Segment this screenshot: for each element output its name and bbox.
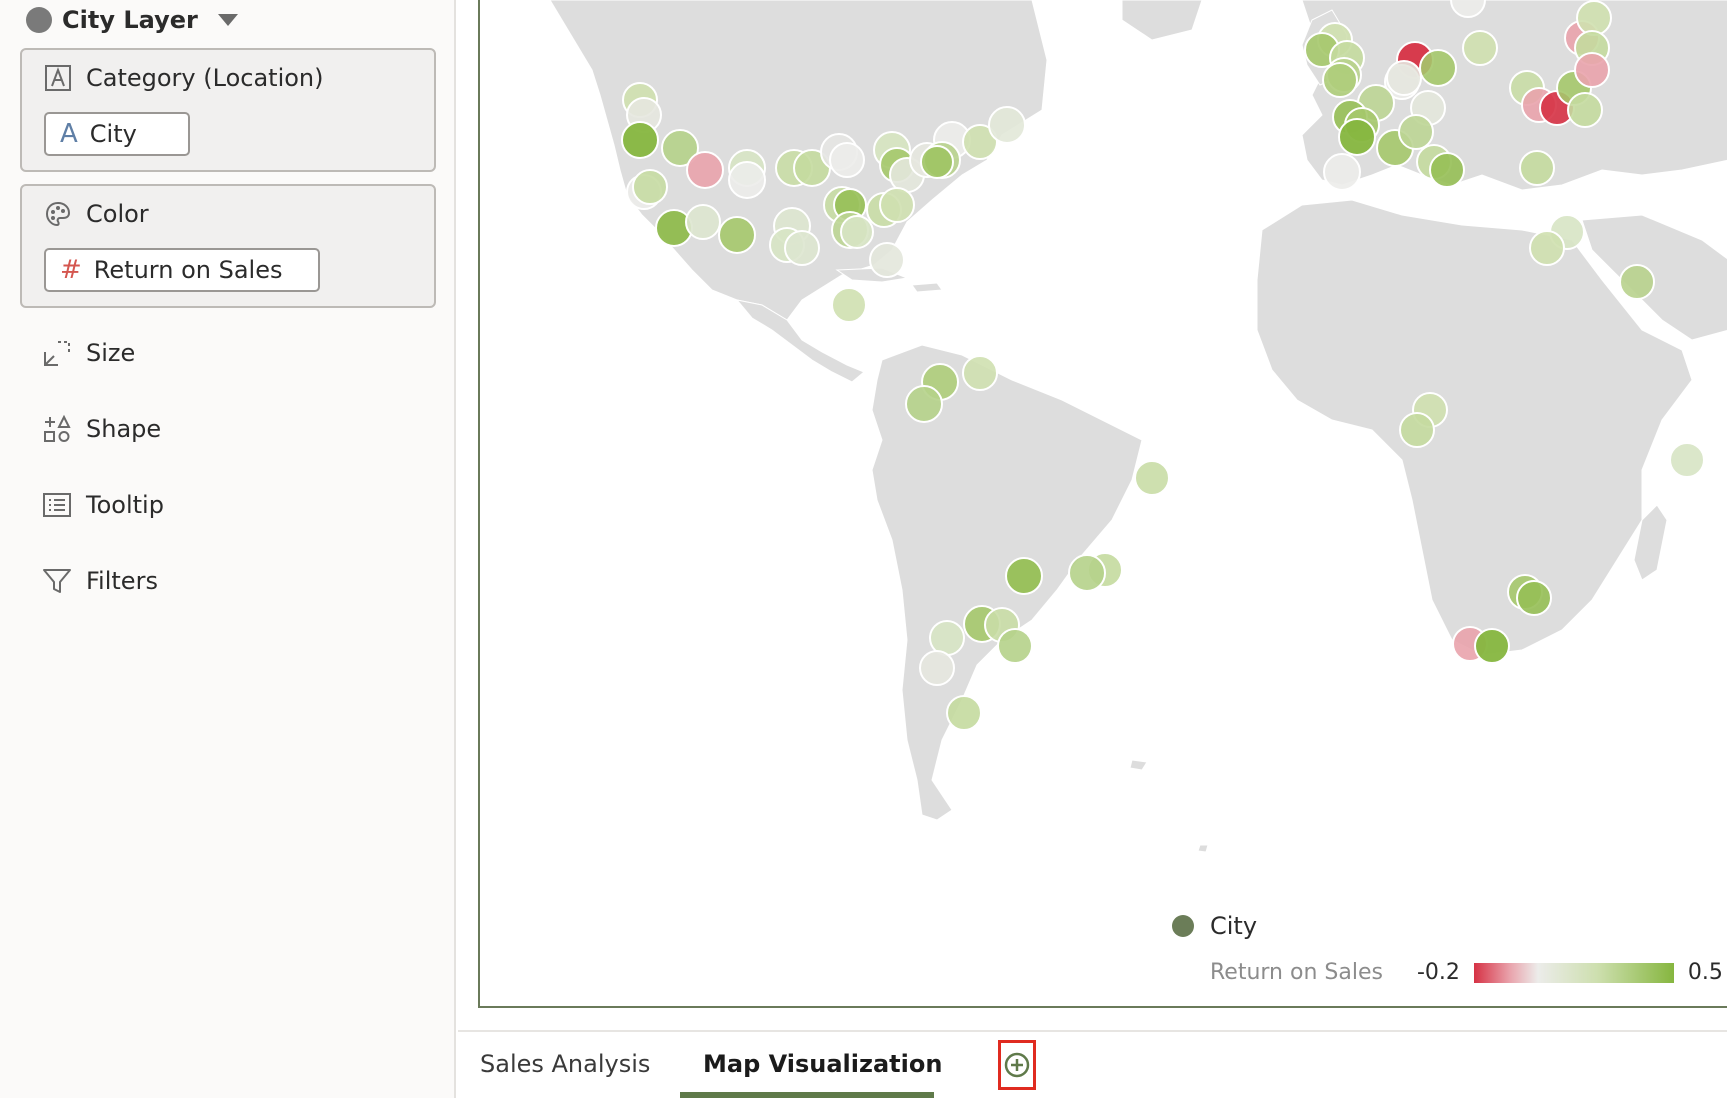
tab-sales-analysis[interactable]: Sales Analysis [480, 1050, 651, 1078]
legend-layer-entry: City [1172, 912, 1257, 940]
city-point [1474, 628, 1510, 664]
size-icon [44, 341, 70, 366]
legend-gradient-bar [1473, 962, 1674, 983]
city-point [869, 242, 905, 278]
city-point [997, 628, 1033, 664]
shape-drop-target[interactable]: Shape [42, 414, 161, 444]
size-drop-target[interactable]: Size [42, 338, 135, 368]
tooltip-icon [43, 493, 71, 517]
city-point [1516, 580, 1552, 616]
city-point [929, 620, 965, 656]
city-point [919, 650, 955, 686]
tooltip-drop-target[interactable]: Tooltip [42, 490, 164, 520]
city-point [840, 215, 874, 249]
return-on-sales-pill[interactable]: # Return on Sales [44, 248, 320, 292]
city-point [962, 124, 998, 160]
city-point [1005, 557, 1043, 595]
legend-layer-name: City [1210, 912, 1258, 940]
layer-title: City Layer [62, 6, 198, 34]
city-point [661, 129, 699, 167]
city-point [831, 287, 867, 323]
city-point [879, 187, 915, 223]
land-masses [549, 0, 1727, 853]
city-point [829, 142, 865, 178]
city-point [1419, 49, 1457, 87]
legend-color-scale: Return on Sales -0.2 0.5 [1210, 960, 1723, 985]
shape-icon [44, 414, 71, 442]
city-pill[interactable]: A City [44, 112, 190, 156]
city-point [1322, 62, 1358, 98]
city-point [1399, 412, 1435, 448]
city-point [905, 385, 943, 423]
city-point [1386, 60, 1422, 96]
palette-icon [45, 201, 71, 227]
filters-label: Filters [86, 567, 158, 595]
city-bubbles [621, 0, 1705, 731]
size-label: Size [86, 339, 136, 367]
city-point [1398, 114, 1434, 150]
color-drop-target[interactable]: Color # Return on Sales [20, 184, 436, 308]
tab-map-visualization[interactable]: Map Visualization [703, 1050, 943, 1078]
add-canvas-icon [1004, 1052, 1030, 1078]
layer-color-dot [26, 7, 52, 33]
legend-measure-name: Return on Sales [1210, 960, 1383, 985]
active-tab-indicator [680, 1092, 934, 1098]
city-point [920, 145, 954, 179]
layer-header[interactable]: City Layer [26, 2, 238, 38]
attribute-icon [45, 65, 71, 91]
world-map[interactable] [480, 0, 1727, 1008]
color-label: Color [86, 200, 149, 228]
city-point [718, 216, 756, 254]
add-canvas-button[interactable] [998, 1040, 1036, 1090]
city-point [632, 169, 668, 205]
city-point [621, 121, 659, 159]
tooltip-label: Tooltip [86, 491, 164, 519]
city-point [1669, 442, 1705, 478]
city-point [685, 204, 721, 240]
text-attribute-icon: A [60, 119, 78, 149]
grammar-panel: City Layer Category (Location) A City Co… [0, 0, 456, 1098]
city-point [728, 161, 766, 199]
category-label: Category (Location) [86, 64, 324, 92]
city-point [1619, 264, 1655, 300]
number-icon: # [60, 255, 82, 285]
city-point [988, 106, 1026, 144]
city-point [1450, 0, 1486, 18]
city-point [1529, 230, 1565, 266]
city-point [1338, 118, 1376, 156]
legend-min-value: -0.2 [1416, 960, 1460, 985]
category-drop-target[interactable]: Category (Location) A City [20, 48, 436, 172]
filter-icon [43, 569, 71, 593]
filters-drop-target[interactable]: Filters [42, 566, 158, 596]
city-point [1134, 460, 1170, 496]
city-point [946, 695, 982, 731]
city-pill-label: City [89, 120, 137, 148]
shape-label: Shape [86, 415, 162, 443]
city-point [686, 151, 724, 189]
city-point [1567, 92, 1603, 128]
layer-dropdown-icon[interactable] [217, 14, 238, 26]
return-on-sales-pill-label: Return on Sales [93, 256, 283, 284]
city-point [1574, 52, 1610, 88]
legend-layer-dot [1172, 915, 1194, 937]
city-point [962, 355, 998, 391]
map-canvas[interactable]: City Return on Sales -0.2 0.5 [478, 0, 1727, 1008]
canvas-tab-bar: Sales Analysis Map Visualization [458, 1030, 1727, 1098]
legend-max-value: 0.5 [1687, 960, 1723, 985]
city-point [1576, 0, 1612, 36]
city-point [1462, 30, 1498, 66]
city-point [1068, 554, 1106, 592]
city-point [1323, 153, 1361, 191]
city-point [1429, 152, 1465, 188]
city-point [1519, 150, 1555, 186]
city-point [784, 230, 820, 266]
